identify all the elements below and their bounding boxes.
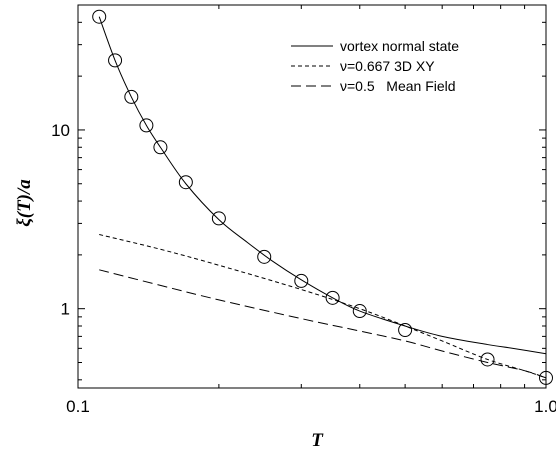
series-line-2 <box>99 269 547 379</box>
y-axis-title: ξ(T)/a <box>14 179 35 227</box>
data-point-marker <box>325 290 340 305</box>
x-tick-label: 1.0 <box>534 397 556 416</box>
data-point-marker <box>92 9 107 24</box>
data-point-marker <box>108 53 123 68</box>
legend-label-2: ν=0.5 Mean Field <box>340 78 456 94</box>
x-tick-label: 0.1 <box>66 397 90 416</box>
data-point-marker <box>352 304 367 319</box>
markers <box>92 9 553 385</box>
series-line-1 <box>99 234 547 379</box>
legend-label-1: ν=0.667 3D XY <box>340 58 435 74</box>
plot-frame <box>77 4 547 389</box>
legend: vortex normal state ν=0.667 3D XY ν=0.5 Me… <box>291 38 459 94</box>
series-line-0 <box>98 16 547 355</box>
x-axis-title: T <box>311 430 324 451</box>
data-point-marker <box>539 370 553 385</box>
ticks: 0.1 1.0 1 10 <box>51 5 556 416</box>
y-tick-label: 1 <box>61 300 70 319</box>
y-tick-label: 10 <box>51 121 70 140</box>
data-point-marker <box>480 352 495 367</box>
data-point-marker <box>139 118 154 133</box>
data-point-marker <box>153 140 168 155</box>
data-point-marker <box>124 89 139 104</box>
data-point-marker <box>398 322 413 337</box>
data-point-marker <box>257 249 272 264</box>
data-point-marker <box>294 273 309 288</box>
series-layer <box>98 16 547 379</box>
data-point-marker <box>211 211 226 226</box>
legend-label-0: vortex normal state <box>340 38 459 54</box>
data-point-marker <box>178 175 193 190</box>
